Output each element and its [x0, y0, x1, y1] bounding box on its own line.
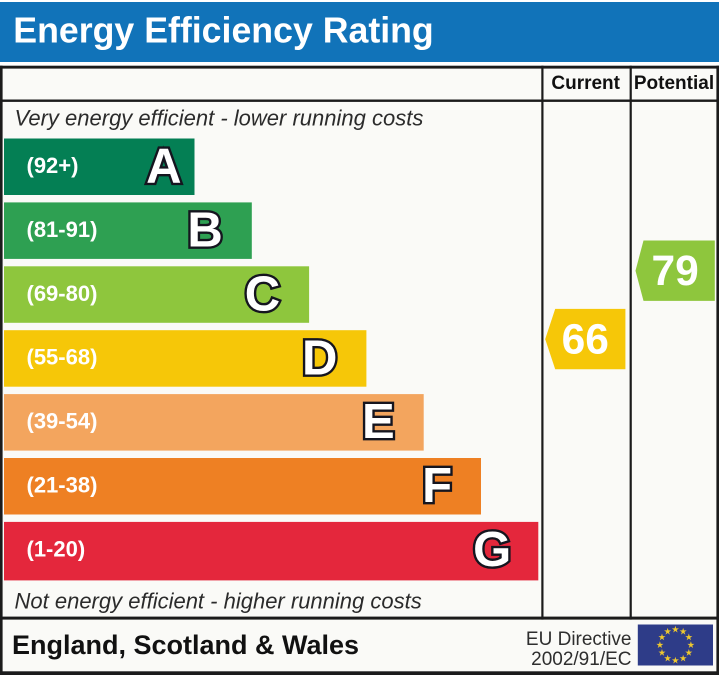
svg-text:A: A	[146, 140, 181, 194]
svg-text:D: D	[302, 331, 337, 385]
svg-text:(39-54): (39-54)	[27, 409, 98, 434]
svg-text:(69-80): (69-80)	[27, 281, 98, 306]
svg-text:66: 66	[562, 317, 609, 364]
svg-text:(92+): (92+)	[27, 153, 79, 178]
svg-text:G: G	[473, 523, 511, 577]
svg-text:Energy Efficiency Rating: Energy Efficiency Rating	[13, 11, 433, 51]
svg-text:Potential: Potential	[634, 73, 714, 94]
svg-text:Not energy efficient - higher: Not energy efficient - higher running co…	[15, 589, 422, 614]
svg-text:79: 79	[651, 248, 698, 295]
svg-text:B: B	[187, 204, 222, 258]
svg-text:2002/91/EC: 2002/91/EC	[531, 649, 631, 670]
svg-text:(1-20): (1-20)	[27, 536, 86, 561]
svg-text:Very energy efficient - lower: Very energy efficient - lower running co…	[15, 106, 424, 131]
svg-text:E: E	[362, 395, 395, 449]
svg-text:(81-91): (81-91)	[27, 217, 98, 242]
svg-text:Current: Current	[551, 73, 620, 94]
svg-text:(55-68): (55-68)	[27, 345, 98, 370]
svg-text:F: F	[422, 459, 452, 513]
svg-text:England, Scotland & Wales: England, Scotland & Wales	[12, 630, 359, 660]
svg-text:EU Directive: EU Directive	[526, 629, 632, 650]
svg-text:(21-38): (21-38)	[27, 473, 98, 498]
svg-text:C: C	[245, 267, 280, 321]
